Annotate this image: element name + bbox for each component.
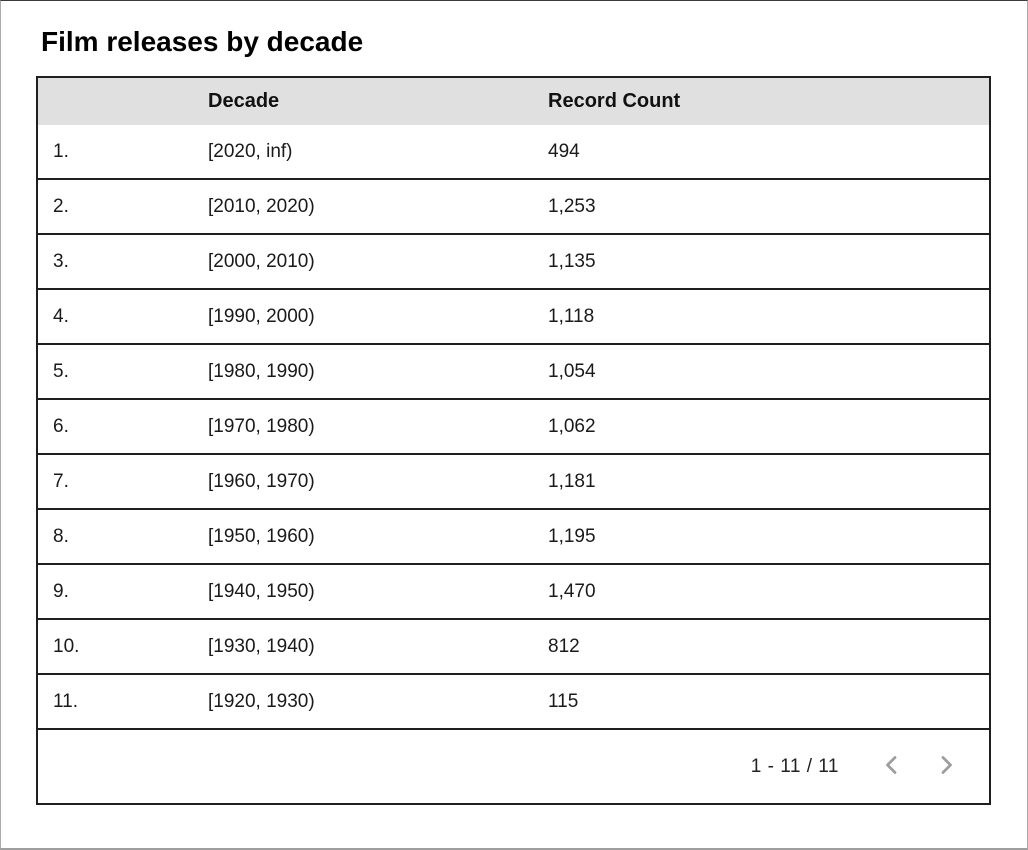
- row-index: 6.: [53, 415, 69, 437]
- row-count: 1,062: [548, 415, 596, 437]
- row-decade: [1980, 1990): [208, 360, 315, 382]
- table-row: 6. [1970, 1980) 1,062: [38, 400, 989, 455]
- table-header-row: Decade Record Count: [38, 78, 989, 125]
- table-row: 10. [1930, 1940) 812: [38, 620, 989, 675]
- chevron-right-icon: [934, 753, 958, 780]
- row-count: 1,253: [548, 195, 596, 217]
- row-index: 11.: [53, 690, 79, 712]
- row-index: 4.: [53, 305, 69, 327]
- table-row: 5. [1980, 1990) 1,054: [38, 345, 989, 400]
- row-decade: [1960, 1970): [208, 470, 315, 492]
- row-index: 7.: [53, 470, 69, 492]
- row-decade: [2010, 2020): [208, 195, 315, 217]
- row-count: 1,054: [548, 360, 596, 382]
- data-table: Decade Record Count 1. [2020, inf) 494 2…: [36, 76, 991, 805]
- table-row: 8. [1950, 1960) 1,195: [38, 510, 989, 565]
- chevron-left-icon: [880, 753, 904, 780]
- row-count: 812: [548, 635, 580, 657]
- table-row: 11. [1920, 1930) 115: [38, 675, 989, 730]
- row-index: 8.: [53, 525, 69, 547]
- row-count: 115: [548, 690, 579, 712]
- column-header-decade[interactable]: Decade: [208, 90, 280, 112]
- row-index: 10.: [53, 635, 80, 657]
- row-decade: [1970, 1980): [208, 415, 315, 437]
- row-count: 1,181: [548, 470, 596, 492]
- row-decade: [1990, 2000): [208, 305, 315, 327]
- row-index: 2.: [53, 195, 69, 217]
- pagination-prev-button[interactable]: [871, 746, 913, 788]
- table-pagination-bar: 1 - 11 / 11: [38, 730, 989, 803]
- column-header-record-count[interactable]: Record Count: [548, 90, 681, 112]
- page-title: Film releases by decade: [41, 26, 364, 57]
- table-row: 2. [2010, 2020) 1,253: [38, 180, 989, 235]
- table-row: 3. [2000, 2010) 1,135: [38, 235, 989, 290]
- row-decade: [1930, 1940): [208, 635, 315, 657]
- table-row: 7. [1960, 1970) 1,181: [38, 455, 989, 510]
- pagination-next-button[interactable]: [925, 746, 967, 788]
- row-decade: [2020, inf): [208, 140, 293, 162]
- pagination-range-label: 1 - 11 / 11: [750, 755, 839, 777]
- table-row: 1. [2020, inf) 494: [38, 125, 989, 180]
- row-index: 1.: [53, 140, 69, 162]
- row-index: 5.: [53, 360, 69, 382]
- row-decade: [1950, 1960): [208, 525, 315, 547]
- row-count: 1,118: [548, 305, 595, 327]
- row-decade: [2000, 2010): [208, 250, 315, 272]
- row-index: 3.: [53, 250, 69, 272]
- row-index: 9.: [53, 580, 69, 602]
- row-count: 1,195: [548, 525, 596, 547]
- row-decade: [1920, 1930): [208, 690, 315, 712]
- row-decade: [1940, 1950): [208, 580, 315, 602]
- row-count: 494: [548, 140, 580, 162]
- row-count: 1,135: [548, 250, 596, 272]
- row-count: 1,470: [548, 580, 596, 602]
- table-row: 4. [1990, 2000) 1,118: [38, 290, 989, 345]
- table-row: 9. [1940, 1950) 1,470: [38, 565, 989, 620]
